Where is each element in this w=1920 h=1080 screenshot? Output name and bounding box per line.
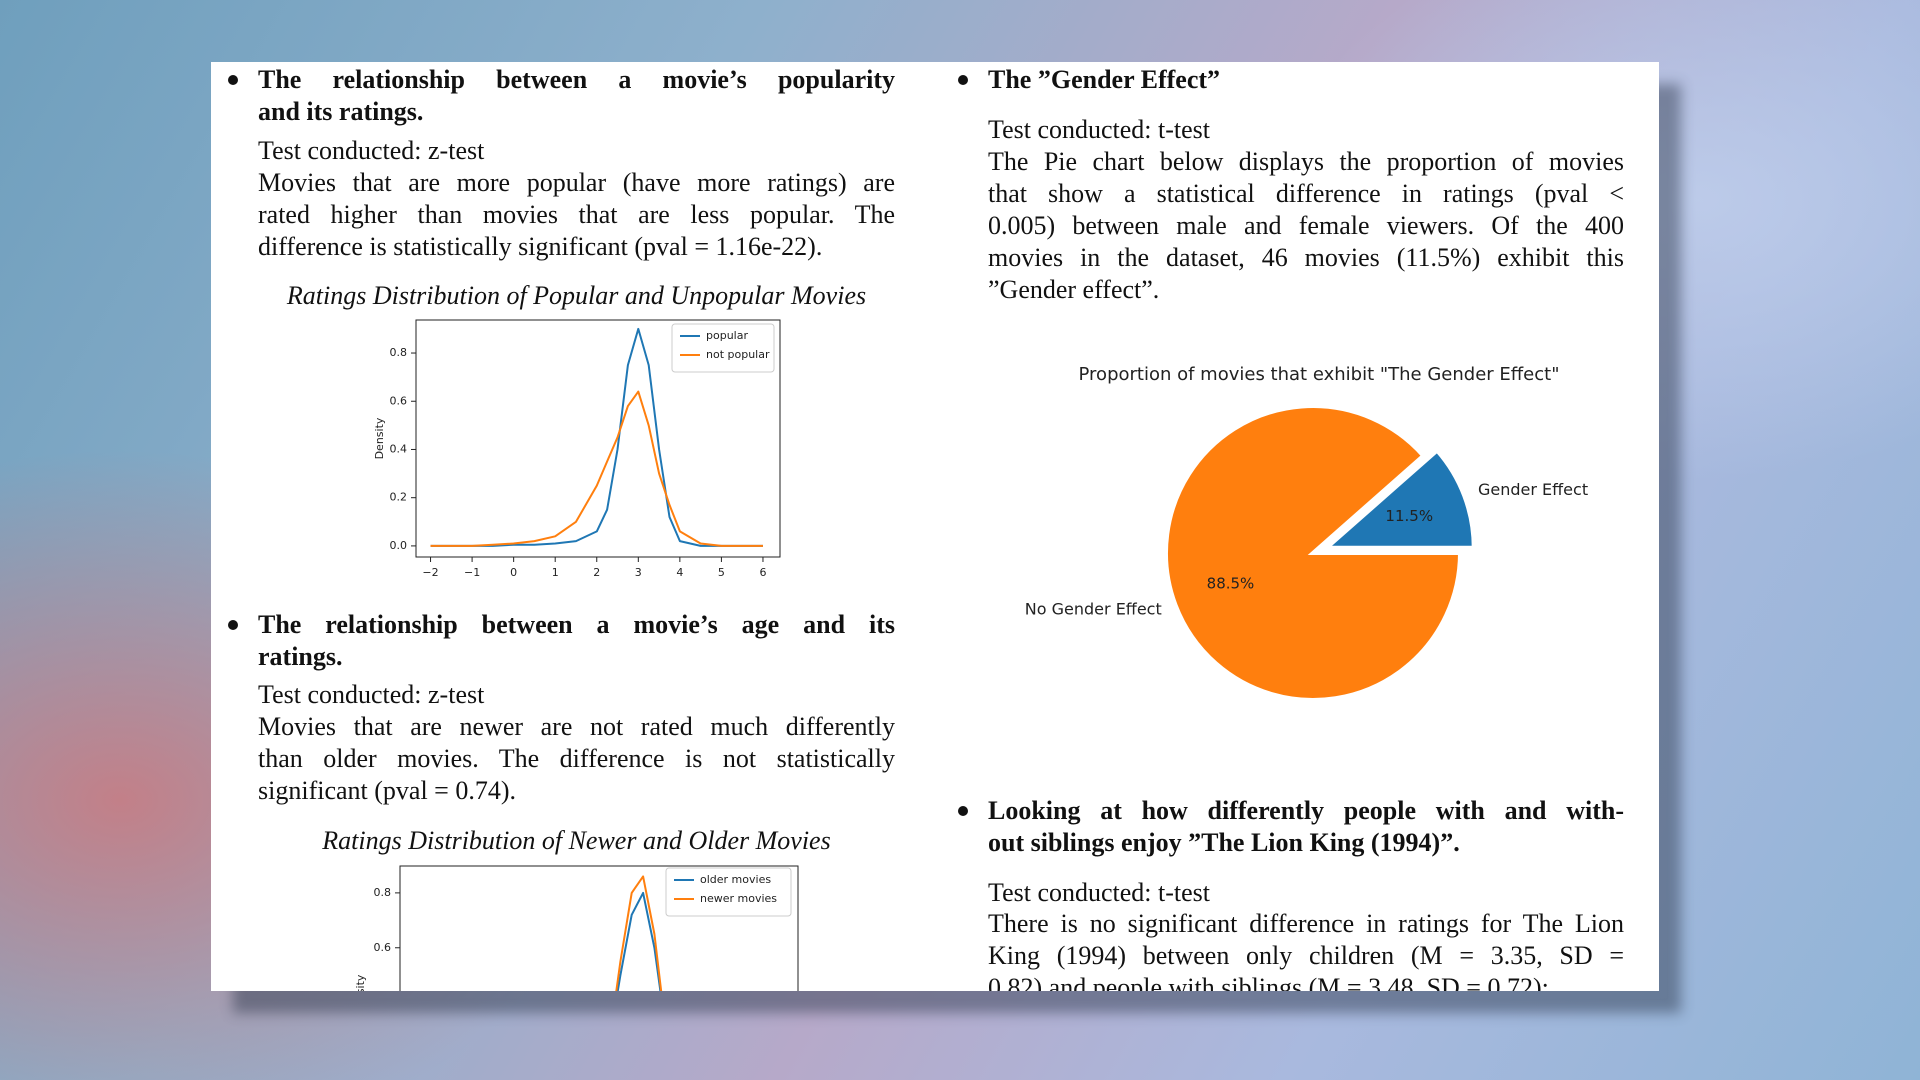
body-text: The Pie chart below displays the proport… [988,147,1624,176]
section-title: The relationship between a movie’s age a… [258,610,895,639]
x-tick-label: −2 [422,566,438,579]
body-text: Movies that are newer are not rated much… [258,712,895,741]
pie-value-label: 11.5% [1385,507,1433,525]
bullet [958,75,968,85]
series-line [430,390,763,547]
test-label: Test conducted: z-test [258,136,485,165]
bullet [228,75,238,85]
pie-value-label: 88.5% [1207,575,1255,593]
series-line [616,891,662,991]
x-tick-label: 3 [635,566,642,579]
body-text: movies in the dataset, 46 movies (11.5%)… [988,243,1624,272]
pie-slice [1164,404,1463,702]
figure-caption: Ratings Distribution of Popular and Unpo… [286,281,867,310]
y-axis-label: Density [373,417,386,459]
pie-slice [1321,447,1476,550]
body-text: than older movies. The difference is not… [258,744,895,773]
x-tick-label: 4 [676,566,683,579]
bullet [958,806,968,816]
test-label: Test conducted: t-test [988,878,1211,907]
body-text: King (1994) between only children (M = 3… [988,941,1624,970]
legend-label: not popular [706,348,770,361]
y-axis-label: Density [354,974,367,991]
x-tick-label: −1 [464,566,480,579]
test-label: Test conducted: z-test [258,680,485,709]
body-text: ”Gender effect”. [988,275,1160,304]
body-text: significant (pval = 0.74). [258,776,516,805]
x-tick-label: 1 [552,566,559,579]
plot-frame [399,865,799,991]
body-text: rated higher than movies that are less p… [258,200,895,229]
x-tick-label: 2 [593,566,600,579]
section-title: Looking at how differently people with a… [988,796,1624,825]
pie-label: Gender Effect [1478,480,1588,499]
figure-caption: Ratings Distribution of Newer and Older … [322,826,831,855]
y-tick-label: 0.2 [390,491,408,504]
legend-label: older movies [700,873,771,886]
document-page: 0.0 0.2 0.4 0.6 0.8 −2 −1 0 1 2 3 4 5 6 Density popular… [211,62,1659,991]
plot-frame [415,319,781,558]
pie-title: Proportion of movies that exhibit "The G… [1079,364,1560,385]
y-tick-label: 0.6 [374,941,392,954]
figures: 0.0 0.2 0.4 0.6 0.8 −2 −1 0 1 2 3 4 5 6 Density popular… [354,319,1588,991]
body-text: There is no significant difference in ra… [988,909,1624,938]
pie-label: No Gender Effect [1025,600,1162,619]
page-content: 0.0 0.2 0.4 0.6 0.8 −2 −1 0 1 2 3 4 5 6 Density popular… [211,62,1659,991]
x-tick-label: 0 [510,566,517,579]
section-title: The ”Gender Effect” [988,65,1221,94]
legend-box [665,867,792,917]
x-tick-label: 6 [759,566,766,579]
y-tick-label: 0.8 [374,886,392,899]
section-title: out siblings enjoy ”The Lion King (1994)… [988,828,1460,857]
y-tick-label: 0.8 [390,346,408,359]
section-title: ratings. [258,642,343,671]
y-tick-label: 0.6 [390,394,408,407]
series-line [615,875,663,991]
legend-label: popular [706,329,748,342]
section-title: and its ratings. [258,97,424,126]
body-text: 0.005) between male and female viewers. … [988,211,1624,240]
x-tick-label: 5 [718,566,725,579]
y-tick-label: 0.0 [390,539,408,552]
section-title: The relationship between a movie’s popul… [258,65,895,94]
body-text: Movies that are more popular (have more … [258,168,895,197]
body-text: 0.82) and people with siblings (M = 3.48… [988,973,1549,991]
legend-label: newer movies [700,892,777,905]
body-text: that show a statistical difference in ra… [988,179,1624,208]
y-tick-label: 0.4 [390,442,408,455]
bullet [228,620,238,630]
series-line [430,327,763,547]
test-label: Test conducted: t-test [988,115,1211,144]
body-text: difference is statistically significant … [258,232,823,261]
